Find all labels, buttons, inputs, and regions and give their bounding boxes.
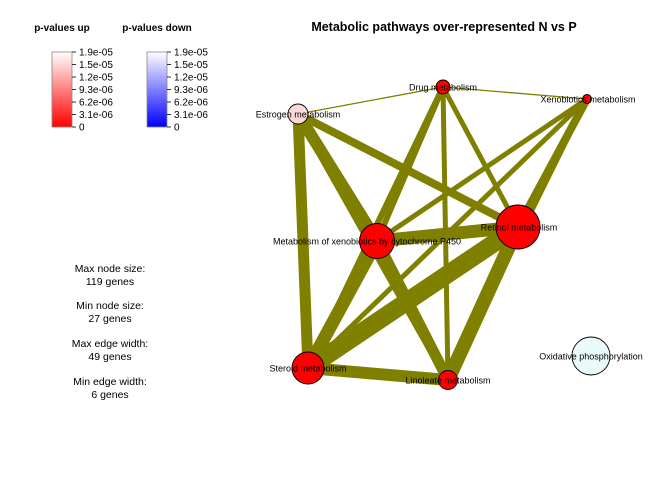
- node-label-linoleate: Linoleate metabolism: [405, 376, 490, 386]
- node-label-steroid: Steroid metabolism: [269, 364, 346, 374]
- node-linoleate[interactable]: [438, 370, 458, 390]
- legend-up-tick-label: 1.5e-05: [79, 60, 113, 71]
- legend-up-tick-label: 9.3e-06: [79, 85, 113, 96]
- node-estrogen[interactable]: [287, 103, 309, 125]
- legend-down-ticks: 1.9e-051.5e-05 1.2e-059.3e-06 6.2e-063.1e-…: [167, 48, 208, 134]
- edge-drug-xeno: [442, 86, 588, 100]
- node-label-estrogen: Estrogen metabolism: [256, 110, 341, 120]
- max-node-value: 119 genes: [86, 276, 134, 288]
- legend-down-tick-label: 1.5e-05: [174, 60, 208, 71]
- max-node-label: Max node size:: [75, 263, 146, 275]
- size-stats: Max node size: 119 genes Min node size: …: [72, 263, 148, 401]
- node-label-drug: Drug metabolism: [409, 83, 477, 93]
- node-p450[interactable]: [359, 223, 395, 259]
- max-edge-value: 49 genes: [88, 351, 131, 363]
- node-steroid[interactable]: [291, 351, 325, 385]
- edge-retinol-linoleate: [441, 224, 525, 383]
- legend-up-title: p-values up: [34, 23, 90, 34]
- node-retinol[interactable]: [495, 204, 541, 250]
- min-node-value: 27 genes: [88, 313, 131, 325]
- edge-p450-linoleate: [372, 238, 453, 383]
- node-xeno[interactable]: [582, 94, 592, 104]
- edge-p450-steroid: [302, 237, 383, 372]
- network-nodes: [287, 79, 611, 390]
- edge-retinol-steroid: [302, 219, 524, 376]
- legend-down-tick-label: 9.3e-06: [174, 85, 208, 96]
- edge-estrogen-steroid: [292, 113, 314, 369]
- edge-p450-retinol: [376, 220, 519, 248]
- legend-up-colorbar: [51, 51, 73, 128]
- max-edge-label: Max edge width:: [72, 338, 148, 350]
- node-label-p450: Metabolism of xenobiotics by cytochrome …: [273, 237, 461, 247]
- network-labels: Drug metabolism Xenobiotics metabolism Est…: [256, 83, 643, 386]
- legend-down-tick-label: 6.2e-06: [174, 98, 208, 109]
- edge-drug-retinol: [440, 85, 521, 229]
- node-label-xeno: Xenobiotics metabolism: [540, 95, 635, 105]
- chart-title: Metabolic pathways over-represented N vs…: [311, 20, 576, 34]
- edge-estrogen-drug: [297, 86, 444, 115]
- legend-down-tick-label: 0: [174, 123, 180, 134]
- legend-up-tick-label: 3.1e-06: [79, 110, 113, 121]
- legend-up-tick-label: 1.9e-05: [79, 48, 113, 59]
- edge-xeno-p450: [375, 96, 589, 244]
- legend-down-tick-label: 1.2e-05: [174, 73, 208, 84]
- min-edge-label: Min edge width:: [73, 376, 147, 388]
- min-node-label: Min node size:: [76, 300, 144, 312]
- network-edges: [292, 85, 591, 386]
- node-oxphos[interactable]: [571, 336, 611, 376]
- legend-up-tick-label: 1.2e-05: [79, 73, 113, 84]
- legend-down-title: p-values down: [122, 23, 191, 34]
- legend-down-tick-label: 3.1e-06: [174, 110, 208, 121]
- legend-up-tick-label: 0: [79, 123, 85, 134]
- edge-steroid-linoleate: [307, 362, 449, 386]
- node-label-retinol: Retinol metabolism: [481, 223, 558, 233]
- node-label-oxphos: Oxidative phosphorylation: [539, 352, 643, 362]
- legend-up-tick-label: 6.2e-06: [79, 98, 113, 109]
- min-edge-value: 6 genes: [91, 389, 128, 401]
- legend-up: p-values up 1.9e-051.5e-05 1.2e-059.3e-06…: [34, 23, 113, 134]
- legend-down-tick-label: 1.9e-05: [174, 48, 208, 59]
- legend-down-colorbar: [146, 51, 168, 128]
- node-drug[interactable]: [435, 79, 451, 95]
- legend-up-ticks: 1.9e-051.5e-05 1.2e-059.3e-06 6.2e-063.1e-…: [72, 48, 113, 134]
- legend-down: p-values down 1.9e-051.5e-05 1.2e-059.3e-…: [122, 23, 208, 134]
